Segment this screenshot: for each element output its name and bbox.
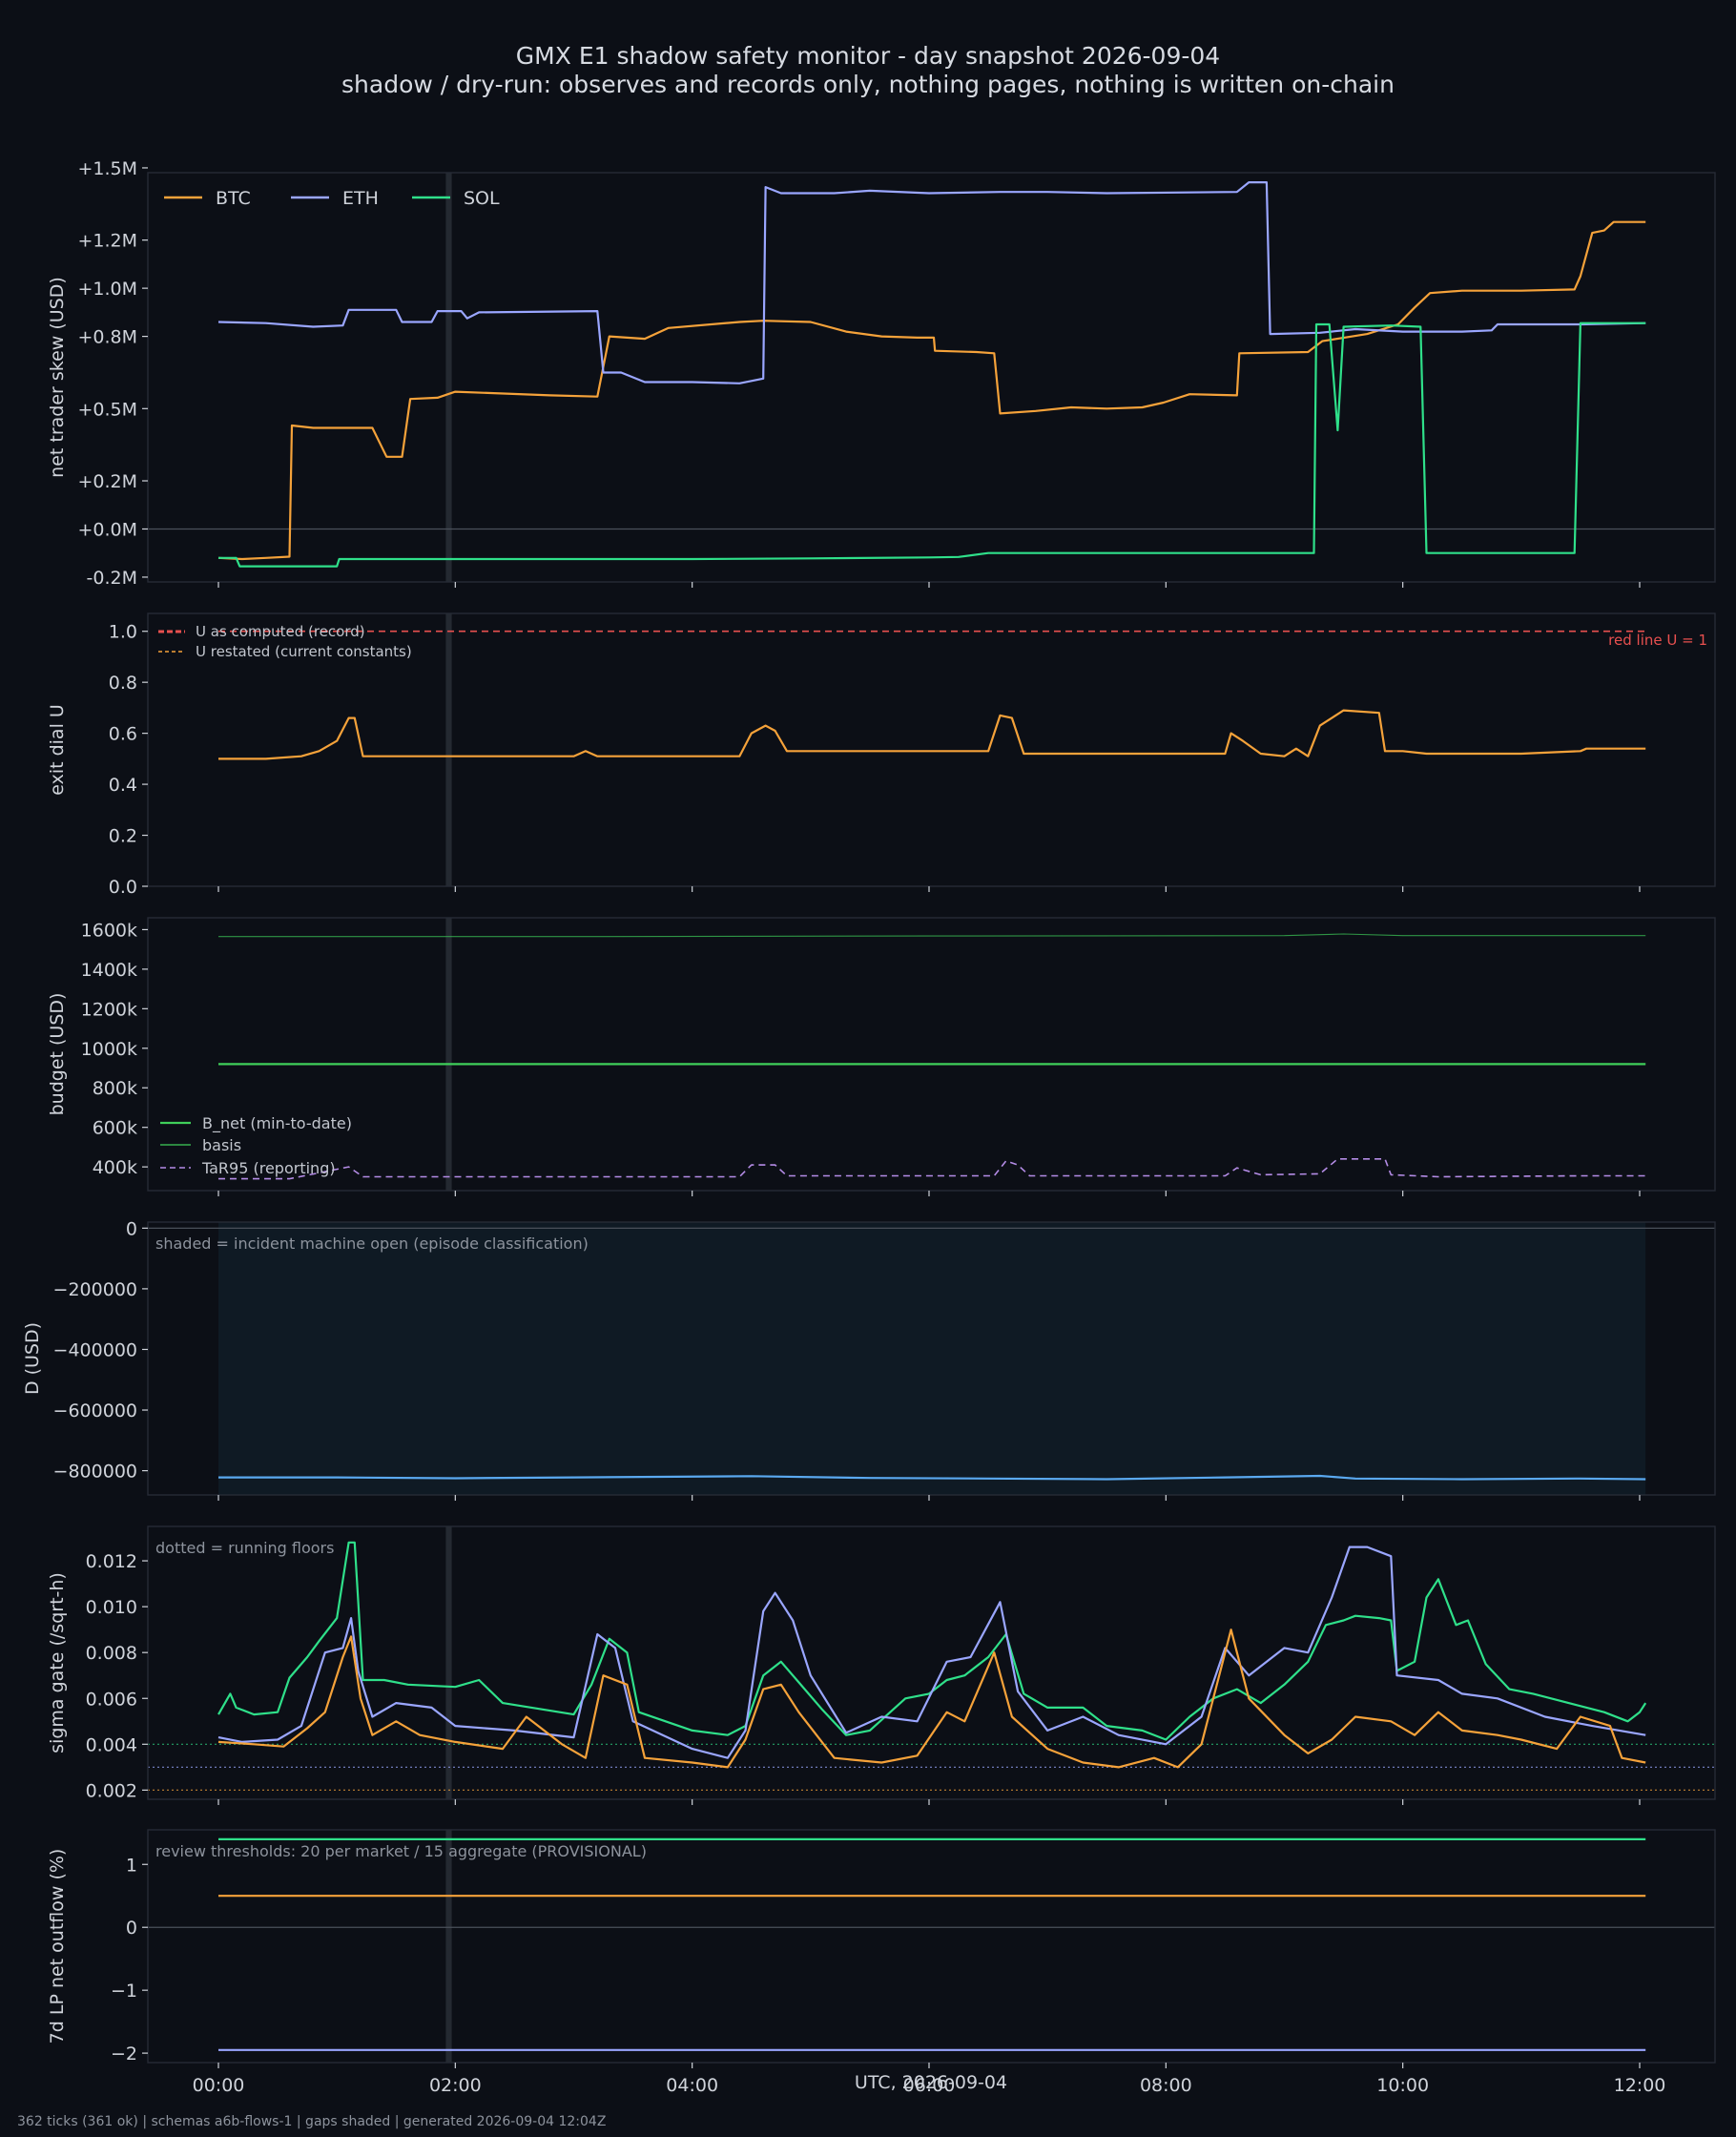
y-tick-label: 0.4 (109, 775, 137, 796)
y-tick-label: 0.012 (86, 1551, 137, 1572)
y-tick-label: 0.010 (86, 1597, 137, 1618)
series-line-basis (218, 933, 1646, 938)
y-tick-label: +1.5M (77, 158, 137, 179)
panel-bg (148, 613, 1715, 886)
y-tick-label: 1 (126, 1855, 137, 1876)
panel-frame (147, 172, 1716, 583)
legend-label: basis (202, 1136, 241, 1154)
y-tick-label: +0.0M (77, 519, 137, 540)
legend-label: BTC (216, 188, 251, 209)
chart-title: GMX E1 shadow safety monitor - day snaps… (516, 42, 1220, 70)
series-line-u-restated-current-constants- (218, 709, 1646, 760)
y-axis-label: sigma gate (/sqrt-h) (47, 1572, 68, 1753)
panel-annotation: shaded = incident machine open (episode … (155, 1234, 589, 1253)
red-line-annotation: red line U = 1 (1608, 632, 1707, 649)
panel-bg (148, 1830, 1715, 2063)
series-line-p5-2 (217, 1629, 1646, 1769)
panel-5: 0.002 0.004 0.006 0.008 0.010 0.012 sigma gate… (47, 1525, 1716, 1805)
panel-frame (147, 1525, 1716, 1800)
series-line-tar95-reporting- (218, 1158, 1646, 1180)
y-tick-label: 600k (93, 1118, 137, 1139)
y-tick-label: 0.0 (109, 877, 137, 898)
y-tick-label: 0.006 (86, 1689, 137, 1710)
panel-annotation: dotted = running floors (155, 1539, 334, 1557)
x-tick-label: 00:00 (193, 2075, 245, 2096)
panel-bg (148, 1526, 1715, 1799)
panel-1: -0.2M +0.0M +0.2M +0.5M +0.8M +1.0M +1.2M +1.5M… (47, 158, 1716, 589)
legend-label: U restated (current constants) (196, 643, 412, 660)
panel-bg (148, 918, 1715, 1191)
x-tick-label: 06:00 (903, 2075, 956, 2096)
incident-shading (218, 1222, 1646, 1495)
y-tick-label: 0.2 (109, 826, 137, 847)
y-tick-label: −2 (111, 2044, 137, 2064)
y-tick-label: 1000k (81, 1039, 137, 1060)
x-tick-label: 12:00 (1614, 2075, 1666, 2096)
y-tick-label: 400k (93, 1157, 137, 1178)
y-tick-label: +0.8M (77, 327, 137, 348)
footer-status: 362 ticks (361 ok) | schemas a6b-flows-1… (17, 2114, 606, 2129)
y-tick-label: +0.2M (77, 471, 137, 492)
legend-label: TaR95 (reporting) (201, 1159, 336, 1177)
y-tick-label: 0.004 (86, 1734, 137, 1755)
gap-shading (445, 1526, 452, 1799)
y-axis-label: exit dial U (47, 704, 68, 796)
y-tick-label: +0.5M (77, 399, 137, 420)
y-tick-label: 1400k (81, 960, 137, 981)
y-axis-label: 7d LP net outflow (%) (47, 1849, 68, 2044)
series-line-p5-0 (217, 1541, 1647, 1741)
y-tick-label: 0.002 (86, 1780, 137, 1801)
y-tick-label: 0.6 (109, 724, 137, 745)
legend-label: ETH (342, 188, 379, 209)
panel-frame (147, 1829, 1716, 2064)
y-axis-label: D (USD) (22, 1322, 43, 1395)
y-tick-label: −1 (111, 1981, 137, 2002)
panel-6: −2 −1 0 1 00:00 02:00 04:00 06:00 08:00 10:00 12:0… (47, 1829, 1716, 2096)
x-axis-label: UTC, 2026-09-04 (855, 2072, 1007, 2093)
series-line-sol (218, 322, 1646, 568)
panel-4: −800000 −600000 −400000 −200000 0 D (USD) shad… (22, 1218, 1716, 1501)
gap-shading (445, 1830, 452, 2063)
panel-2: 0.0 0.2 0.4 0.6 0.8 1.0 exit dial U red line U … (47, 612, 1716, 898)
y-tick-label: 1600k (81, 920, 137, 941)
y-tick-label: −800000 (53, 1462, 137, 1483)
series-line-p4-0 (218, 1474, 1646, 1481)
chart-subtitle: shadow / dry-run: observes and records o… (341, 71, 1395, 98)
y-axis-label: budget (USD) (47, 993, 68, 1116)
y-tick-label: −600000 (53, 1400, 137, 1421)
legend-label: SOL (464, 188, 500, 209)
panel-frame (147, 917, 1716, 1192)
series-line-p5-1 (217, 1546, 1646, 1759)
gap-shading (445, 613, 452, 886)
y-tick-label: 0.008 (86, 1643, 137, 1664)
legend-label: B_net (min-to-date) (202, 1114, 352, 1133)
y-tick-label: -0.2M (87, 568, 137, 589)
y-tick-label: +1.2M (77, 231, 137, 252)
panel-frame (147, 1221, 1716, 1496)
gap-shading (445, 918, 452, 1191)
panel-3: 400k 600k 800k 1000k 1200k 1400k 1600k budget (… (47, 917, 1716, 1196)
x-tick-label: 10:00 (1376, 2075, 1429, 2096)
gap-shading (445, 173, 452, 582)
panel-bg (148, 173, 1715, 582)
x-tick-label: 02:00 (429, 2075, 482, 2096)
legend-label: U as computed (record) (196, 623, 365, 640)
y-tick-label: 0 (126, 1218, 137, 1239)
y-tick-label: 0.8 (109, 673, 137, 694)
y-tick-label: 800k (93, 1078, 137, 1099)
panel-frame (147, 612, 1716, 887)
y-tick-label: +1.0M (77, 279, 137, 300)
y-tick-label: 1.0 (109, 622, 137, 643)
panels: -0.2M +0.0M +0.2M +0.5M +0.8M +1.0M +1.2M +1.5M… (22, 158, 1716, 2096)
y-tick-label: −200000 (53, 1279, 137, 1300)
y-tick-label: 0 (126, 1918, 137, 1939)
x-tick-label: 08:00 (1140, 2075, 1192, 2096)
series-line-btc (217, 220, 1646, 561)
y-tick-label: 1200k (81, 999, 137, 1020)
x-tick-label: 04:00 (666, 2075, 718, 2096)
y-axis-label: net trader skew (USD) (47, 277, 68, 478)
y-tick-label: −400000 (53, 1339, 137, 1360)
panel-annotation: review thresholds: 20 per market / 15 ag… (155, 1842, 647, 1860)
